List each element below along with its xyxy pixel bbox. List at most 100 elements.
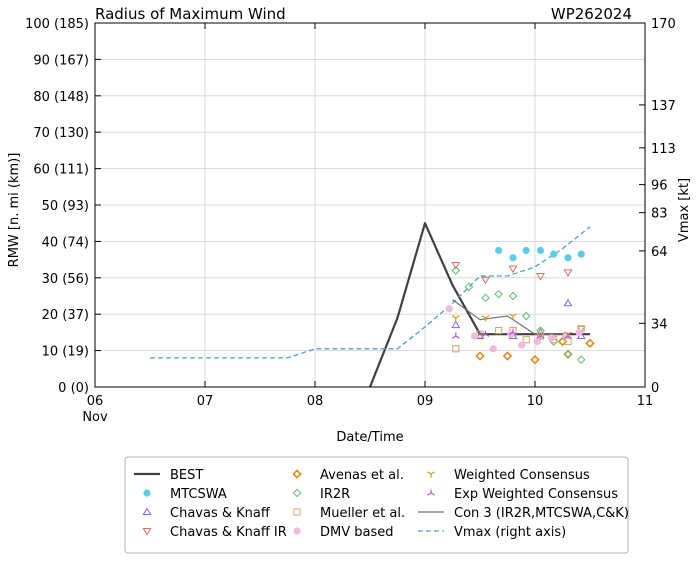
legend-chavas-knaff-ir-swatch <box>142 527 152 536</box>
legend-con-3-ir2r-mtcswa-c-k-label: Con 3 (IR2R,MTCSWA,C&K) <box>454 506 629 521</box>
legend-ir2r-swatch <box>292 488 302 498</box>
x-tick-label: 08 <box>307 394 324 409</box>
ir2r-point <box>464 282 474 292</box>
legend-dmv-based-label: DMV based <box>320 525 394 540</box>
ir2r-point <box>481 293 490 303</box>
x-tick-label: 09 <box>417 394 434 409</box>
chavas-knaff-ir-point <box>536 272 545 281</box>
mueller-et-al-point <box>522 336 530 344</box>
y-left-tick-label: 50 (93) <box>42 199 89 214</box>
exp-weighted-consensus-point <box>481 330 490 337</box>
avenas-et-al-point <box>530 354 540 365</box>
ir2r-point <box>576 355 586 365</box>
dmv-based-point <box>575 328 583 336</box>
y-left-tick-label: 40 (74) <box>42 235 89 250</box>
mtcswa-point <box>522 246 530 255</box>
exp-weighted-consensus-point <box>536 332 545 339</box>
mtcswa-point <box>509 254 517 262</box>
y-axis-left-label: RMW [n. mi (km)] <box>7 153 22 268</box>
exp-weighted-consensus-point <box>451 332 460 339</box>
y-right-tick-label: 113 <box>651 142 676 157</box>
x-tick-label: 07 <box>197 394 214 409</box>
mueller-et-al-point <box>452 345 460 353</box>
legend-chavas-knaff-swatch <box>142 507 152 516</box>
mtcswa-point <box>495 246 503 255</box>
y-left-tick-label: 80 (148) <box>33 90 89 105</box>
dmv-based-point <box>470 332 479 340</box>
mtcswa-point <box>536 246 545 255</box>
y-left-tick-label: 10 (19) <box>42 345 89 360</box>
x-tick-label: 10 <box>527 394 544 409</box>
avenas-et-al-point <box>502 351 513 361</box>
x-tick-label: 06 <box>87 394 104 409</box>
legend-vmax-right-axis-label: Vmax (right axis) <box>454 525 566 540</box>
vmax-right-axis-line <box>150 226 591 359</box>
y-left-tick-label: 20 (37) <box>42 308 89 323</box>
chavas-knaff-point <box>563 298 573 307</box>
y-right-tick-label: 96 <box>651 179 668 194</box>
plot-series <box>150 222 595 388</box>
weighted-consensus-point <box>451 315 460 322</box>
dmv-based-point <box>489 345 497 353</box>
legend-mueller-et-al-label: Mueller et al. <box>320 506 405 521</box>
con-3-ir2r-mtcswa-c-k-line <box>452 299 563 335</box>
ir2r-point <box>563 349 573 359</box>
y-right-tick-label: 83 <box>651 207 668 222</box>
y-right-tick-label: 170 <box>651 17 676 32</box>
y-left-tick-label: 90 (167) <box>33 53 89 68</box>
legend-exp-weighted-consensus-label: Exp Weighted Consensus <box>454 487 618 502</box>
mueller-et-al-point <box>495 327 503 335</box>
mtcswa-point <box>550 250 558 258</box>
x-tick-label: 11 <box>637 394 654 409</box>
chavas-knaff-ir-point <box>508 265 518 274</box>
legend-avenas-et-al-swatch <box>292 469 302 479</box>
exp-weighted-consensus-point <box>564 332 572 339</box>
y-left-tick-label: 0 (0) <box>58 381 89 396</box>
weighted-consensus-point <box>509 313 517 320</box>
legend-chavas-knaff-label: Chavas & Knaff <box>170 506 271 521</box>
weighted-consensus-point <box>481 315 490 322</box>
legend-weighted-consensus-swatch <box>427 471 435 478</box>
y-left-tick-label: 30 (56) <box>42 272 89 287</box>
dmv-based-point <box>533 337 541 346</box>
avenas-et-al-point <box>475 351 485 361</box>
storm-id: WP262024 <box>551 5 632 23</box>
avenas-et-al-point <box>563 349 573 359</box>
legend-box <box>124 456 629 554</box>
y-right-tick-label: 0 <box>651 381 659 396</box>
chart-title: Radius of Maximum Wind <box>95 5 286 23</box>
y-left-tick-label: 60 (111) <box>33 163 89 178</box>
dmv-based-point <box>445 305 453 313</box>
ir2r-point <box>451 266 461 275</box>
best-line <box>368 222 590 388</box>
legend-ir2r-label: IR2R <box>320 487 350 502</box>
mtcswa-point <box>577 250 585 258</box>
x-tick-sublabel: Nov <box>82 410 108 425</box>
chavas-knaff-ir-point <box>451 262 461 270</box>
chavas-knaff-point <box>451 320 461 329</box>
grid-lines <box>95 23 645 387</box>
legend-avenas-et-al-label: Avenas et al. <box>320 468 404 483</box>
y-right-tick-label: 34 <box>651 317 668 332</box>
ir2r-point <box>508 291 518 301</box>
chavas-knaff-ir-point <box>481 276 490 285</box>
legend-mueller-et-al-swatch <box>293 508 301 516</box>
y-right-tick-label: 64 <box>651 245 668 260</box>
legend-weighted-consensus-label: Weighted Consensus <box>454 468 590 483</box>
chavas-knaff-point <box>475 331 485 340</box>
ir2r-point <box>521 311 531 321</box>
legend-chavas-knaff-ir-label: Chavas & Knaff IR <box>170 525 287 540</box>
dmv-based-point <box>518 341 526 349</box>
legend-best-label: BEST <box>170 468 203 483</box>
avenas-et-al-point <box>585 338 595 349</box>
legend-dmv-based-swatch <box>293 527 301 535</box>
exp-weighted-consensus-point <box>509 328 517 336</box>
legend: BEST MTCSWA Chavas & Knaff Chavas & Knaff I… <box>124 456 629 554</box>
y-right-tick-label: 137 <box>651 99 676 114</box>
y-axis-right-label: Vmax [kt] <box>677 178 692 242</box>
legend-exp-weighted-consensus-swatch <box>427 489 435 496</box>
mtcswa-point <box>564 254 572 262</box>
